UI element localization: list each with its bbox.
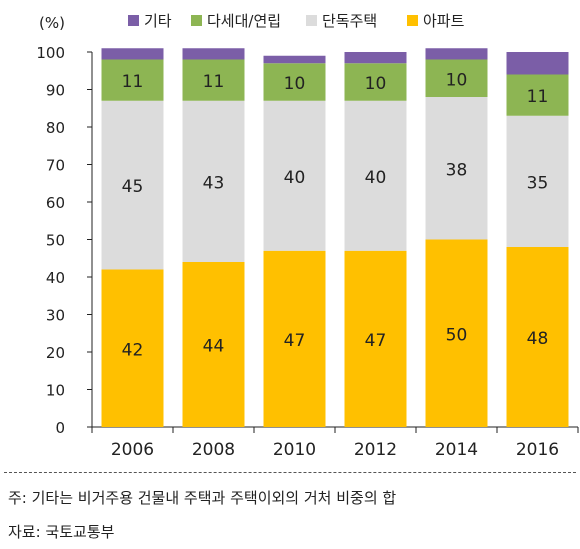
- data-label: 50: [446, 325, 468, 345]
- y-tick-label: 70: [46, 157, 65, 175]
- data-label: 47: [284, 331, 306, 351]
- x-tick-label: 2010: [273, 440, 316, 460]
- data-label: 45: [122, 177, 144, 197]
- legend-swatch-detached: [306, 15, 317, 26]
- axes: [91, 52, 578, 428]
- x-tick-label: 2014: [435, 440, 478, 460]
- bar-segment: [344, 100, 407, 251]
- x-tick-label: 2006: [111, 440, 154, 460]
- bar-segment: [101, 59, 164, 101]
- bar-segment: [182, 59, 245, 101]
- footnote: 주: 기타는 비거주용 건물내 주택과 주택이외의 거처 비중의 합: [8, 489, 397, 507]
- legend-label-apartment: 아파트: [423, 12, 465, 30]
- bar-segment: [344, 63, 407, 101]
- source-note: 자료: 국토교통부: [8, 523, 115, 541]
- data-label: 11: [527, 87, 549, 107]
- bar-segment: [344, 250, 407, 427]
- legend-item-multiplex: 다세대/연립: [191, 10, 281, 31]
- bar-segment: [425, 239, 488, 427]
- bar-segment: [263, 55, 326, 64]
- data-label: 48: [527, 329, 549, 349]
- bar-segment: [506, 74, 569, 116]
- x-tick-label: 2008: [192, 440, 235, 460]
- bar-segment: [506, 247, 569, 427]
- bar-segment: [101, 269, 164, 427]
- bar-segment: [182, 100, 245, 262]
- data-label: 38: [446, 160, 468, 180]
- legend-swatch-apartment: [407, 15, 418, 26]
- y-tick-label: 0: [55, 419, 65, 437]
- data-label: 35: [527, 173, 549, 193]
- data-label: 40: [284, 168, 306, 188]
- data-label: 43: [203, 173, 225, 193]
- bar-segment: [182, 48, 245, 60]
- y-unit-label: (%): [39, 14, 65, 32]
- bar-segment: [425, 97, 488, 240]
- bar-segment: [506, 115, 569, 247]
- bar-segment: [263, 63, 326, 101]
- data-label: 10: [284, 74, 306, 94]
- legend-label-multiplex: 다세대/연립: [207, 12, 282, 30]
- bar-segment: [425, 59, 488, 97]
- legend: 기타 다세대/연립 단독주택 아파트: [0, 10, 580, 32]
- data-label: 10: [365, 74, 387, 94]
- y-tick-label: 100: [36, 44, 65, 62]
- data-label: 44: [203, 337, 225, 357]
- y-tick-label: 10: [46, 382, 65, 400]
- bar-segment: [101, 48, 164, 60]
- bar-segment: [263, 250, 326, 427]
- legend-label-etc: 기타: [144, 12, 172, 30]
- legend-item-detached: 단독주택: [306, 10, 377, 31]
- y-tick-label: 80: [46, 119, 65, 137]
- bar-segment: [425, 48, 488, 60]
- y-tick-label: 30: [46, 307, 65, 325]
- data-label: 42: [122, 340, 144, 360]
- x-tick-label: 2012: [354, 440, 397, 460]
- bar-segment: [182, 262, 245, 427]
- ticks: 0 10 20 30 40 50 60 70 80 90 100 2006 2008 2010 2012 20…: [36, 44, 579, 460]
- y-tick-label: 60: [46, 194, 65, 212]
- y-tick-label: 50: [46, 232, 65, 250]
- data-label: 10: [446, 70, 468, 90]
- y-tick-label: 90: [46, 82, 65, 100]
- x-tick-label: 2016: [516, 440, 559, 460]
- legend-item-etc: 기타: [128, 10, 172, 31]
- legend-item-apartment: 아파트: [407, 10, 464, 31]
- data-label: 40: [365, 168, 387, 188]
- divider: [4, 472, 576, 473]
- bar-segment: [101, 100, 164, 270]
- bars: 42 45 11 44 43 11 47 40 10 47 40 10 50 38 10 48 35 11: [101, 48, 569, 427]
- data-label: 47: [365, 331, 387, 351]
- bar-segment: [506, 52, 569, 75]
- data-label: 11: [203, 72, 225, 92]
- bar-segment: [344, 52, 407, 64]
- legend-label-detached: 단독주택: [322, 12, 378, 30]
- legend-swatch-etc: [128, 15, 139, 26]
- y-tick-label: 40: [46, 269, 65, 287]
- y-tick-label: 20: [46, 344, 65, 362]
- data-label: 11: [122, 72, 144, 92]
- bar-segment: [263, 100, 326, 251]
- stacked-bar-chart: (%) 42 45 11 44 43 11 47 40 10 47 40 10 50 38 10 48 35 11…: [36, 14, 579, 460]
- legend-swatch-multiplex: [191, 15, 202, 26]
